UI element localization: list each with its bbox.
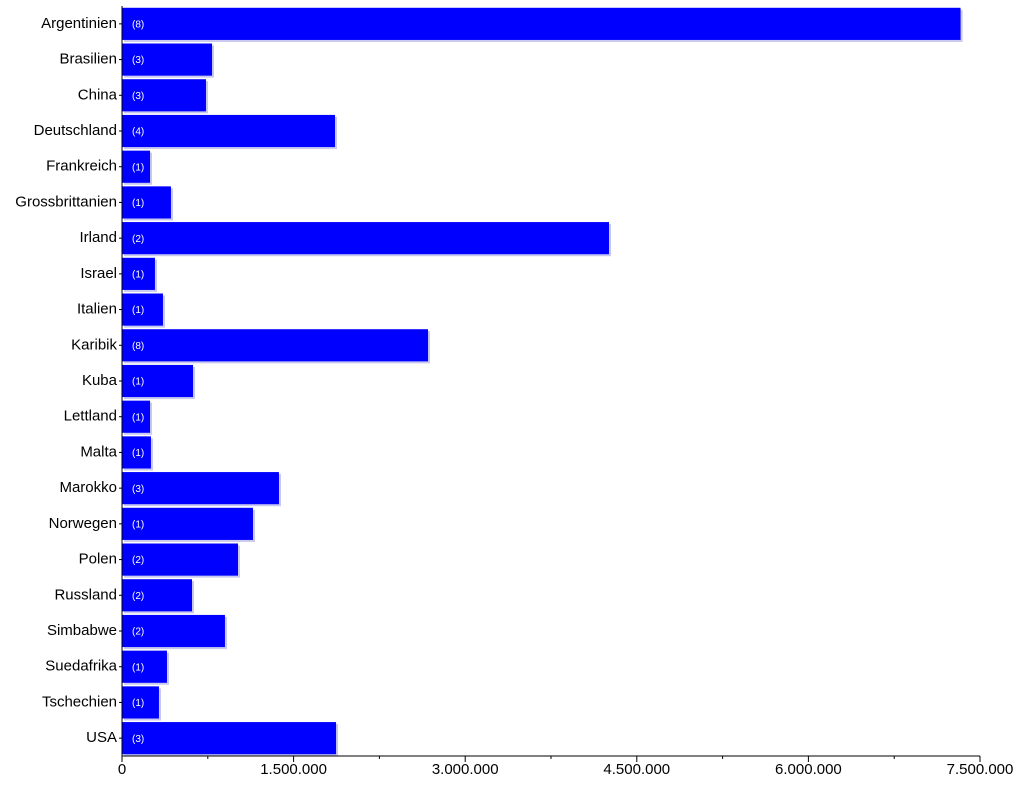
x-tick-label: 0 bbox=[118, 761, 126, 778]
count-label: (1) bbox=[132, 198, 144, 209]
count-label: (3) bbox=[132, 484, 144, 495]
x-tick-label: 6.000.000 bbox=[775, 761, 842, 778]
bar bbox=[122, 436, 151, 469]
y-tick-label: Grossbrittanien bbox=[15, 193, 117, 210]
count-label: (2) bbox=[132, 234, 144, 245]
count-label: (8) bbox=[132, 19, 144, 30]
count-label: (1) bbox=[132, 269, 144, 280]
count-label: (1) bbox=[132, 305, 144, 316]
count-label: (1) bbox=[132, 698, 144, 709]
count-label: (1) bbox=[132, 448, 144, 459]
bar bbox=[122, 79, 206, 112]
y-tick-label: Tschechien bbox=[42, 693, 117, 710]
y-tick-label: Brasilien bbox=[59, 51, 117, 68]
count-label: (1) bbox=[132, 162, 144, 173]
bar bbox=[122, 579, 193, 612]
y-tick-label: Suedafrika bbox=[45, 658, 117, 675]
bar bbox=[122, 472, 279, 505]
bar bbox=[122, 400, 151, 433]
count-label: (4) bbox=[132, 127, 144, 138]
count-label: (2) bbox=[132, 555, 144, 566]
count-label: (8) bbox=[132, 341, 144, 352]
y-tick-label: Russland bbox=[54, 586, 117, 603]
bar bbox=[122, 222, 610, 255]
count-label: (3) bbox=[132, 734, 144, 745]
bar bbox=[122, 114, 336, 148]
x-tick-label: 3.000.000 bbox=[432, 761, 499, 778]
x-tick-label: 7.500.000 bbox=[947, 761, 1014, 778]
y-tick-label: Norwegen bbox=[49, 515, 117, 532]
y-tick-label: Polen bbox=[79, 551, 117, 568]
count-label: (2) bbox=[132, 627, 144, 638]
y-tick-label: Deutschland bbox=[34, 122, 117, 139]
y-tick-label: Frankreich bbox=[46, 158, 117, 175]
count-label: (2) bbox=[132, 591, 144, 602]
count-label: (3) bbox=[132, 91, 144, 102]
y-tick-label: Lettland bbox=[64, 408, 117, 425]
y-tick-label: Argentinien bbox=[41, 15, 117, 32]
y-tick-label: Kuba bbox=[82, 372, 118, 389]
bar bbox=[122, 543, 239, 576]
y-tick-label: Israel bbox=[80, 265, 117, 282]
count-label: (1) bbox=[132, 519, 144, 530]
bar bbox=[122, 364, 194, 398]
bar bbox=[122, 7, 961, 40]
y-tick-label: USA bbox=[86, 729, 117, 746]
bar bbox=[122, 43, 213, 76]
bar bbox=[122, 507, 253, 540]
bar bbox=[122, 329, 429, 362]
bar bbox=[122, 614, 225, 648]
y-tick-label: Karibik bbox=[71, 336, 117, 353]
y-tick-label: Irland bbox=[79, 229, 117, 246]
count-label: (3) bbox=[132, 55, 144, 66]
count-label: (1) bbox=[132, 662, 144, 673]
count-label: (1) bbox=[132, 412, 144, 423]
x-tick-label: 4.500.000 bbox=[603, 761, 670, 778]
x-tick-label: 1.500.000 bbox=[260, 761, 327, 778]
bar bbox=[122, 186, 171, 219]
bar bbox=[122, 650, 167, 683]
bar bbox=[122, 293, 163, 326]
y-tick-label: Italien bbox=[77, 301, 117, 318]
bar bbox=[122, 686, 159, 719]
y-tick-label: Marokko bbox=[59, 479, 117, 496]
y-tick-label: Malta bbox=[80, 443, 117, 460]
bar bbox=[122, 257, 155, 290]
bar bbox=[122, 722, 337, 755]
y-tick-label: China bbox=[78, 86, 118, 103]
y-tick-label: Simbabwe bbox=[47, 622, 117, 639]
bar bbox=[122, 150, 151, 183]
count-label: (1) bbox=[132, 377, 144, 388]
